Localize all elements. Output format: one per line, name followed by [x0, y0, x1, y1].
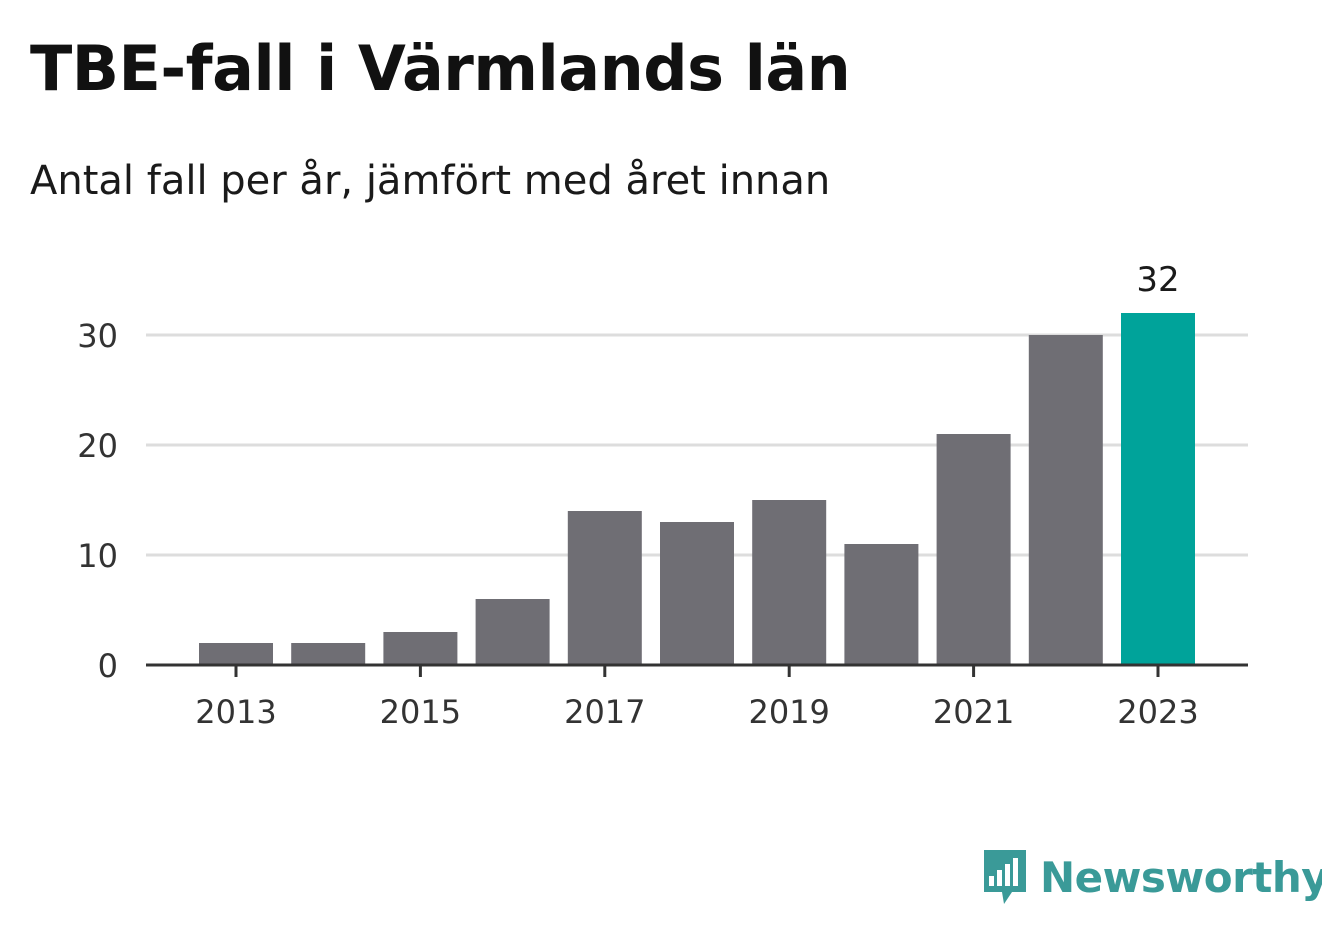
- bar-2016: [475, 599, 550, 665]
- bar-2022: [1028, 335, 1103, 665]
- bar-2020: [844, 544, 919, 665]
- chart-title: TBE-fall i Värmlands län: [30, 32, 851, 105]
- bars: 32: [199, 260, 1195, 665]
- bar-2014: [291, 643, 366, 665]
- newsworthy-logo: Newsworthy: [980, 846, 1322, 908]
- bar-2021: [936, 434, 1011, 665]
- x-tick-label: 2021: [933, 693, 1014, 731]
- brand-name: Newsworthy: [1040, 852, 1322, 902]
- bar-2018: [660, 522, 734, 665]
- axes: 0 10 20 30 2013 2015 2017 2019 2021 2023: [77, 317, 1248, 731]
- bar-chart: 32 0 10 20 30 2013 2015 2017 2019 2021 2023: [77, 260, 1248, 731]
- y-tick-label: 10: [77, 537, 118, 575]
- bar-2023: [1121, 313, 1195, 665]
- x-tick-label: 2023: [1117, 693, 1198, 731]
- y-tick-label: 30: [77, 317, 118, 355]
- bar-2017: [567, 511, 642, 665]
- y-tick-label: 0: [98, 647, 118, 685]
- bar-2013: [199, 643, 273, 665]
- x-tick-label: 2013: [195, 693, 276, 731]
- chart-subtitle: Antal fall per år, jämfört med året inna…: [30, 158, 831, 204]
- x-tick-label: 2015: [380, 693, 461, 731]
- newsworthy-logo-icon: [984, 850, 1026, 904]
- bar-2015: [383, 632, 458, 665]
- y-tick-label: 20: [77, 427, 118, 465]
- bar-value-label: 32: [1136, 260, 1179, 300]
- x-tick-label: 2019: [748, 693, 829, 731]
- x-tick-label: 2017: [564, 693, 645, 731]
- bar-2019: [752, 500, 827, 665]
